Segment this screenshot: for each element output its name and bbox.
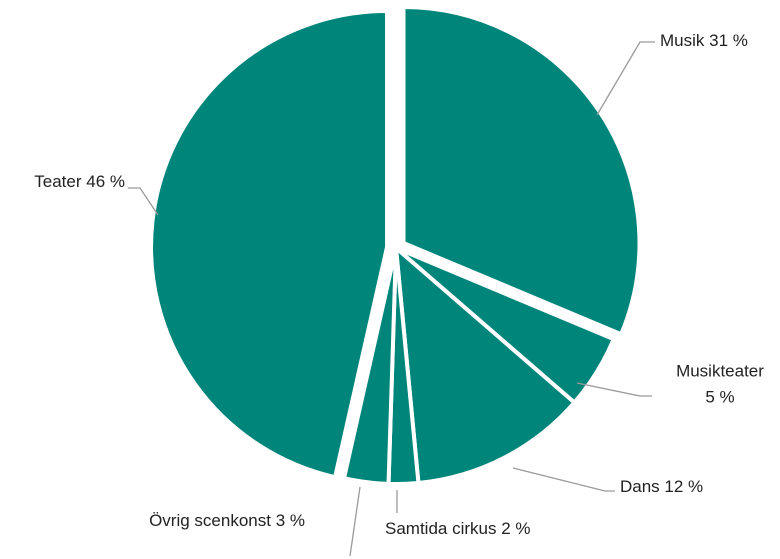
slice-value: 5 % [705,387,734,406]
pie-slice [149,9,390,480]
slice-label: Musik 31 % [660,31,748,50]
slice-category: Samtida cirkus [385,519,496,538]
slice-category: Övrig scenkonst [149,511,271,530]
slice-value: 31 % [709,31,748,50]
slice-category: Musik [660,31,705,50]
slice-category: Musikteater [676,361,764,380]
slice-label: Samtida cirkus 2 % [385,519,531,538]
slice-label: Teater 46 % [34,172,125,191]
leader-line [596,41,655,116]
leader-line [512,467,615,492]
slice-category: Dans [620,477,660,496]
slice-value: 46 % [86,172,125,191]
slice-value: 12 % [664,477,703,496]
slice-value: 3 % [276,511,305,530]
pie-slice [394,246,577,485]
leader-line [349,486,361,557]
slice-label: Övrig scenkonst 3 % [149,511,305,530]
slice-value: 2 % [501,519,530,538]
slice-category: Teater [34,172,82,191]
slice-label: Dans 12 % [620,477,703,496]
pie-slice [342,246,398,486]
leader-line [128,187,159,216]
pie-slice [401,5,642,337]
leader-line [576,382,652,397]
